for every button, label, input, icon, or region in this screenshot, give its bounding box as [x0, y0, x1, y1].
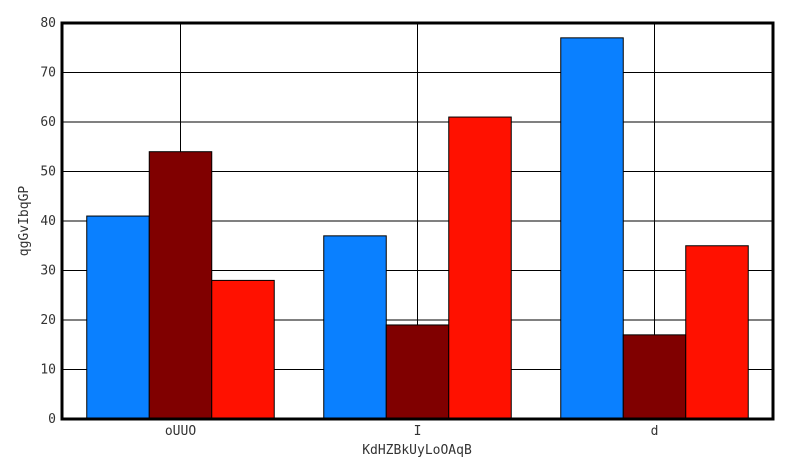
- y-tick-labels: 0 10 20 30 40 50 60 70 80: [40, 16, 56, 427]
- y-tick-label: 40: [40, 214, 56, 229]
- bar-I-series-1: [323, 235, 387, 420]
- bar-d-series-3: [685, 245, 749, 420]
- bar-I-series-3: [448, 116, 512, 420]
- bars: [86, 37, 749, 420]
- bar-I-series-2: [385, 324, 450, 420]
- x-tick-label: oUUO: [165, 424, 196, 439]
- y-tick-label: 80: [40, 16, 56, 31]
- bar-oUUO-series-3: [211, 279, 275, 420]
- y-tick-label: 50: [40, 165, 56, 180]
- bar-oUUO-series-2: [148, 151, 213, 420]
- y-tick-label: 70: [40, 66, 56, 81]
- y-tick-label: 10: [40, 363, 56, 378]
- bar-d-series-1: [560, 37, 624, 420]
- bar-d-series-2: [622, 334, 687, 420]
- plot-frame: [60, 21, 775, 421]
- y-axis-label: qgGvIbqGP: [17, 186, 32, 257]
- y-tick-label: 60: [40, 115, 56, 130]
- y-tick-label: 30: [40, 264, 56, 279]
- x-axis-label: KdHZBkUyLoOAqB: [362, 443, 472, 458]
- bar-oUUO-series-1: [86, 215, 150, 420]
- y-tick-label: 0: [48, 412, 56, 427]
- x-tick-label: d: [651, 424, 659, 439]
- y-tick-label: 20: [40, 313, 56, 328]
- x-tick-label: I: [414, 424, 422, 439]
